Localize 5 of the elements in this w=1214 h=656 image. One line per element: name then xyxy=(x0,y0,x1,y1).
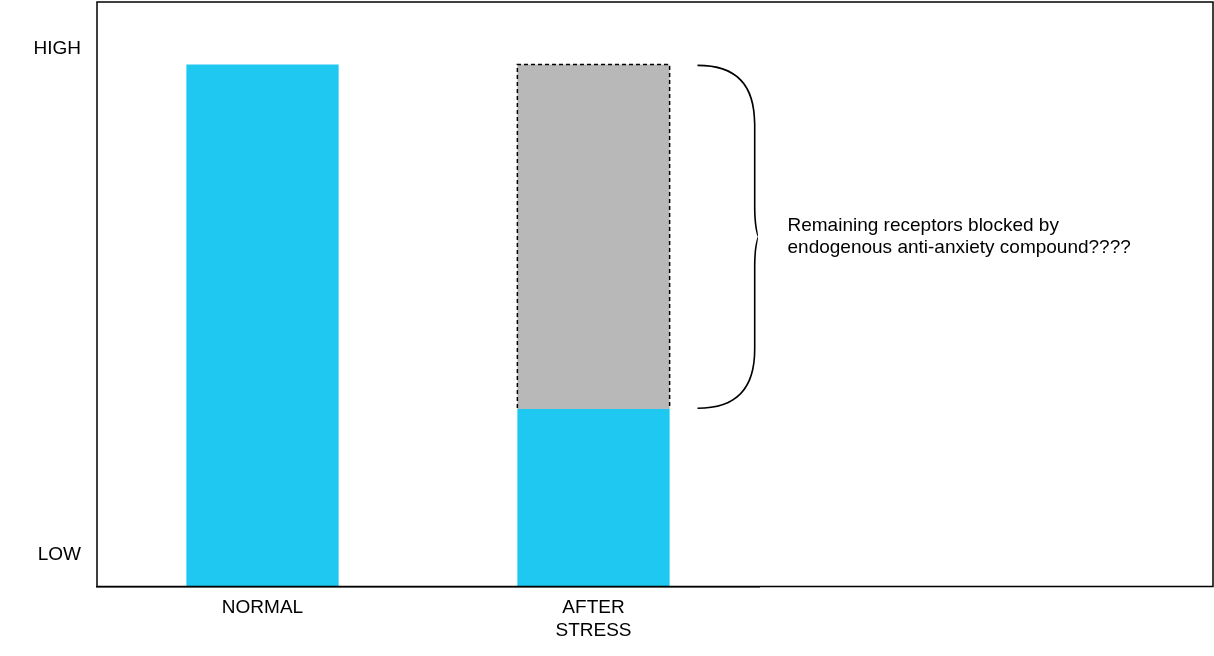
x-tick-label: AFTER STRESS xyxy=(555,596,632,640)
x-tick-label: NORMAL xyxy=(221,596,304,618)
text: LOW xyxy=(37,542,82,564)
text: Remaining receptors blocked by endogenous anti-anxiety compound???? xyxy=(787,214,1131,258)
text: HIGH xyxy=(33,37,81,59)
